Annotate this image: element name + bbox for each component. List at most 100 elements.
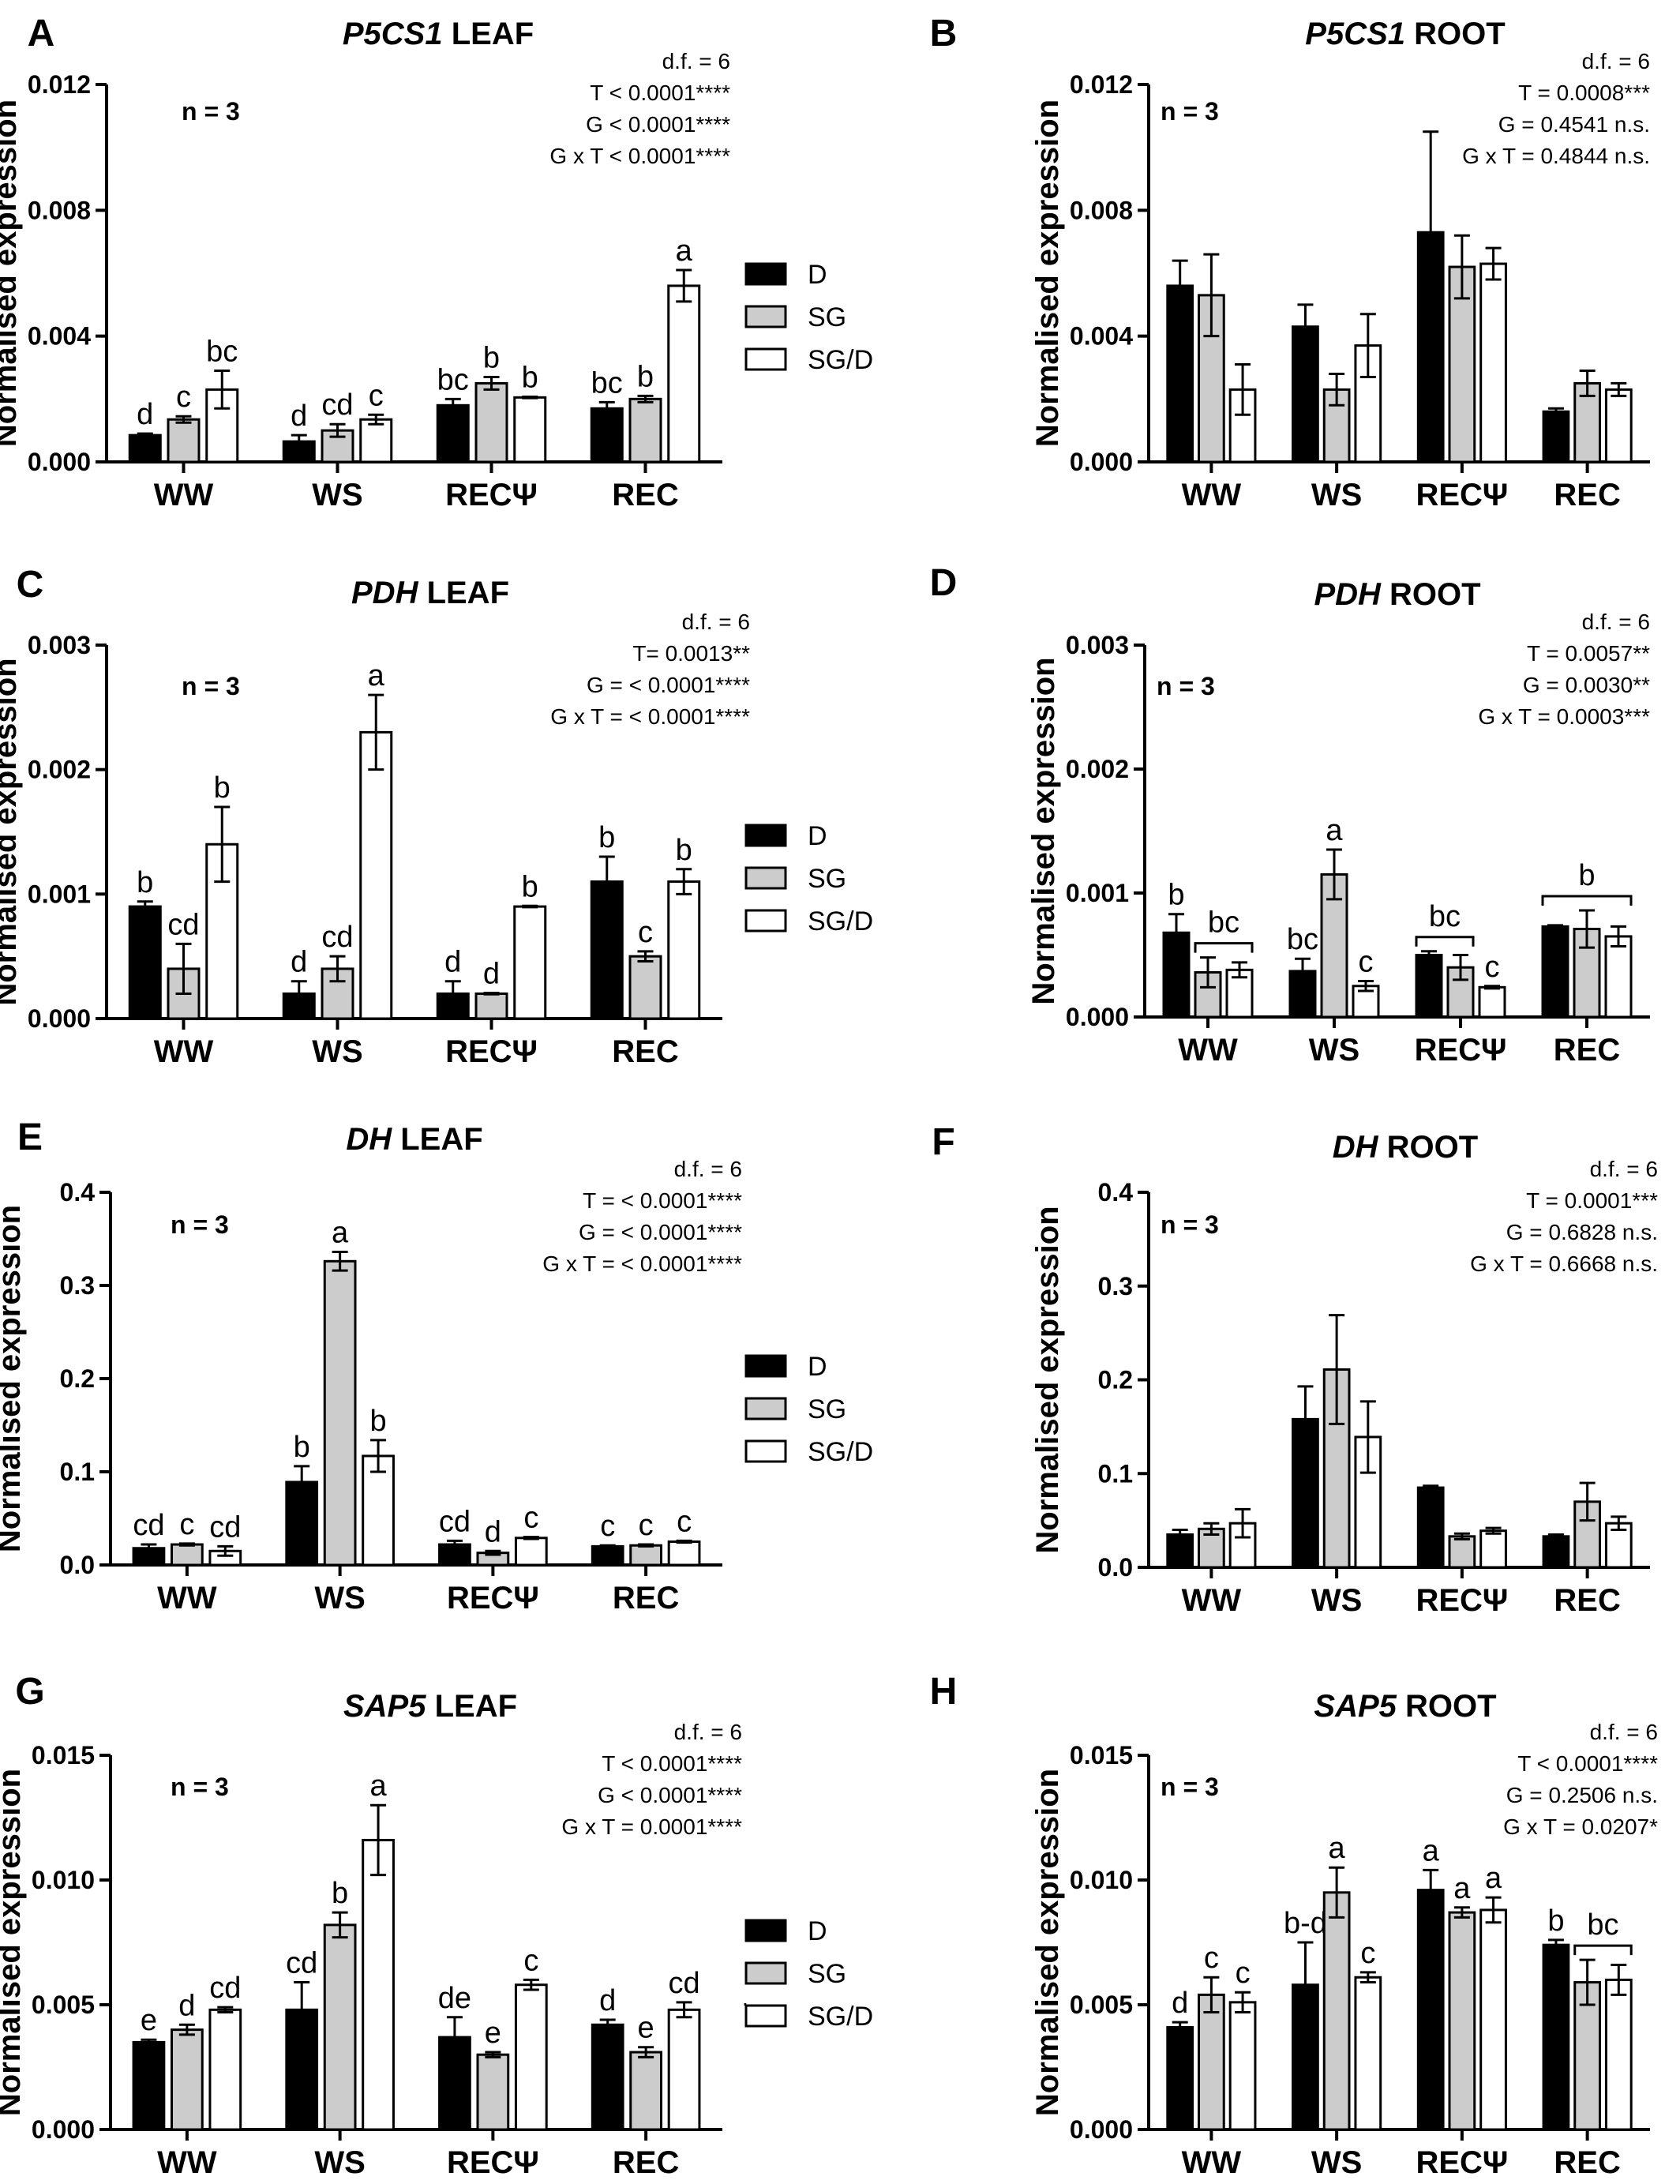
stat-line: d.f. = 6 bbox=[1582, 49, 1650, 73]
bar-d bbox=[1542, 1943, 1570, 2131]
stat-line: T = < 0.0001**** bbox=[583, 1188, 742, 1213]
significance-letter: d bbox=[444, 946, 461, 979]
bar-d bbox=[1542, 410, 1570, 463]
bar-sg-d bbox=[1604, 1978, 1633, 2131]
significance-letter: a bbox=[1485, 1862, 1502, 1895]
x-tick-label: RECΨ bbox=[447, 2145, 539, 2180]
y-tick-label: 0.008 bbox=[1070, 196, 1133, 224]
x-tick-label: RECΨ bbox=[1416, 1583, 1508, 1618]
legend-label: SG bbox=[808, 302, 846, 332]
panel-a: A P5CS1 LEAF 0.000 0.004 0.008 0.012Normalise… bbox=[0, 13, 873, 512]
n-label: n = 3 bbox=[182, 672, 240, 700]
bar-sg-d bbox=[1228, 2001, 1257, 2131]
bar-sg bbox=[323, 1923, 357, 2131]
y-tick-label: 0.003 bbox=[1066, 631, 1129, 659]
panel-letter: H bbox=[930, 1671, 958, 1713]
legend-label: D bbox=[808, 1916, 827, 1946]
y-tick-label: 0.012 bbox=[28, 70, 91, 99]
significance-letter: cd bbox=[133, 1509, 164, 1542]
stat-line: G < 0.0001**** bbox=[586, 112, 730, 137]
panel-letter: C bbox=[17, 564, 44, 606]
significance-letter: cd bbox=[167, 908, 199, 941]
legend: D SG SG/D bbox=[744, 260, 873, 375]
legend-swatch bbox=[744, 347, 787, 371]
legend-swatch bbox=[744, 909, 787, 933]
y-axis-label: Normalised expression bbox=[0, 99, 23, 447]
x-tick-label: WW bbox=[154, 1034, 214, 1069]
y-tick-label: 0.1 bbox=[1098, 1459, 1133, 1488]
gene-name: SAP5 bbox=[1314, 1689, 1397, 1724]
legend: D SG SG/D bbox=[744, 1352, 873, 1467]
legend-label: SG/D bbox=[808, 1437, 873, 1467]
stat-line: G x T = < 0.0001**** bbox=[542, 1251, 742, 1276]
bar-sg bbox=[1446, 966, 1475, 1019]
significance-letter: cd bbox=[286, 1947, 317, 1980]
y-tick-label: 0.000 bbox=[1070, 2115, 1133, 2144]
legend-label: SG/D bbox=[808, 2002, 873, 2032]
organ-name: ROOT bbox=[1378, 1130, 1479, 1165]
bracket bbox=[1194, 942, 1254, 953]
bar-sg bbox=[474, 381, 508, 463]
significance-letter: b-d bbox=[1284, 1907, 1327, 1940]
bar-d bbox=[1416, 1889, 1445, 2131]
y-tick-label: 0.000 bbox=[28, 448, 91, 476]
y-axis-label: Normalised expression bbox=[0, 658, 23, 1005]
bar-d bbox=[1542, 1535, 1570, 1569]
y-tick-label: 0.000 bbox=[28, 1004, 91, 1033]
significance-letter: c bbox=[1359, 945, 1374, 978]
y-tick-label: 0.004 bbox=[1070, 322, 1133, 351]
panel-letter: E bbox=[17, 1116, 43, 1158]
significance-letter: c bbox=[523, 1502, 538, 1535]
x-tick-label: WS bbox=[312, 478, 362, 512]
x-tick-label: WW bbox=[1182, 1583, 1242, 1618]
stat-line: d.f. = 6 bbox=[674, 1720, 742, 1744]
significance-letter: d bbox=[1172, 1987, 1188, 2020]
significance-letter: de bbox=[438, 1982, 471, 2015]
bar-d bbox=[128, 433, 162, 463]
bar-sg bbox=[323, 1259, 357, 1567]
significance-letter: a bbox=[1453, 1872, 1471, 1905]
y-tick-label: 0.005 bbox=[1070, 1991, 1133, 2019]
legend-label: D bbox=[808, 821, 827, 851]
significance-letter: c bbox=[638, 916, 653, 949]
legend: D SG SG/D bbox=[744, 1916, 873, 2032]
legend-swatch bbox=[744, 1354, 787, 1378]
n-label: n = 3 bbox=[171, 1773, 229, 1801]
bracket-label: bc bbox=[1208, 906, 1239, 940]
y-tick-label: 0.3 bbox=[60, 1271, 95, 1300]
legend-label: SG bbox=[808, 1959, 846, 1989]
stat-line: G = 0.4541 n.s. bbox=[1498, 112, 1650, 137]
x-tick-label: REC bbox=[613, 1581, 679, 1615]
y-tick-label: 0.4 bbox=[1098, 1178, 1134, 1206]
significance-letter: cd bbox=[439, 1505, 471, 1538]
bar-sg bbox=[167, 418, 201, 463]
panel-f: F DH ROOT 0.0 0.1 0.2 0.3 0.4 Normalised expres… bbox=[932, 1121, 1658, 1618]
bar-sg bbox=[1573, 1981, 1601, 2131]
y-tick-label: 0.002 bbox=[28, 756, 91, 784]
y-axis-label: Normalised expression bbox=[1030, 99, 1065, 447]
x-tick-label: WS bbox=[1311, 2145, 1362, 2180]
gene-name: SAP5 bbox=[343, 1689, 426, 1724]
organ-name: ROOT bbox=[1381, 577, 1481, 612]
x-tick-label: WS bbox=[1311, 1583, 1362, 1618]
panel-letter: D bbox=[930, 562, 958, 604]
legend-swatch bbox=[744, 262, 787, 286]
x-tick-label: WW bbox=[1178, 1033, 1238, 1068]
bar-sg bbox=[171, 1543, 204, 1567]
x-tick-label: RECΨ bbox=[1416, 2145, 1508, 2180]
significance-letter: d bbox=[599, 1984, 616, 2017]
significance-letter: d bbox=[137, 398, 153, 431]
n-label: n = 3 bbox=[1161, 1773, 1219, 1801]
x-tick-label: WW bbox=[157, 1581, 217, 1615]
bar-d bbox=[1541, 925, 1569, 1019]
bracket-label: bc bbox=[1429, 900, 1461, 933]
significance-letter: b bbox=[522, 362, 538, 395]
organ-name: LEAF bbox=[426, 1689, 517, 1724]
organ-name: LEAF bbox=[443, 17, 534, 51]
gene-name: DH bbox=[1333, 1130, 1379, 1165]
y-tick-label: 0.000 bbox=[1070, 448, 1133, 476]
bar-sg-d bbox=[513, 396, 547, 463]
panel-h: H SAP5 ROOT 0.000 0.005 0.010 0.015Normalised… bbox=[930, 1671, 1658, 2180]
panel-g: G SAP5 LEAF 0.000 0.005 0.010 0.015Normalised… bbox=[0, 1671, 873, 2180]
significance-letter: b bbox=[637, 360, 654, 393]
